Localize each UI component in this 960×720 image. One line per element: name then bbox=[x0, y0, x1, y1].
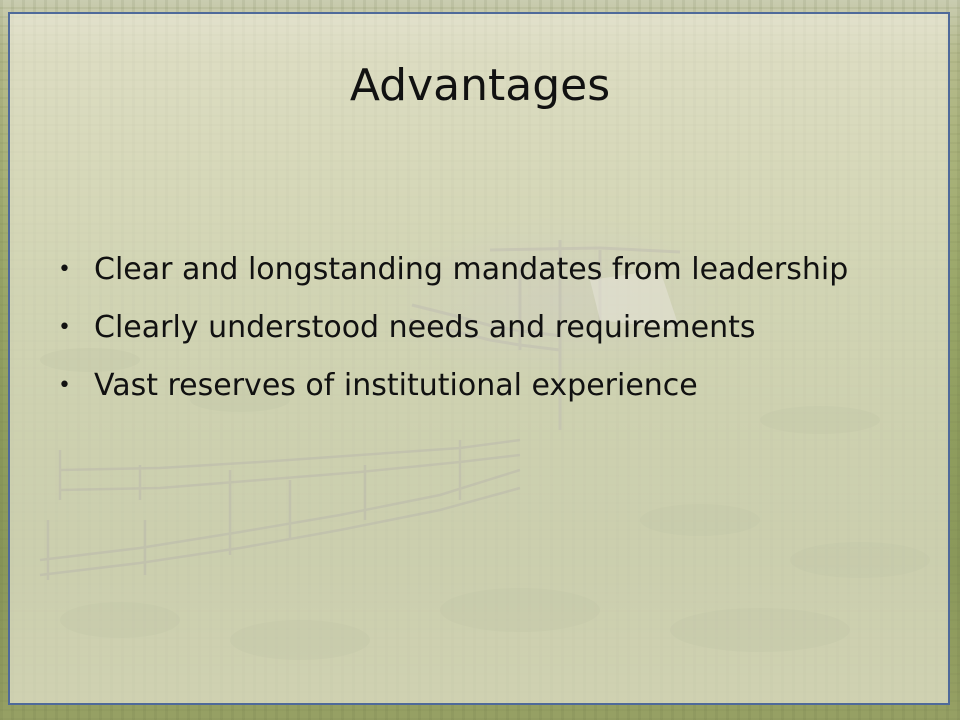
bullet-item: • Clearly understood needs and requireme… bbox=[56, 308, 896, 348]
bullet-text: Clearly understood needs and requirement… bbox=[94, 310, 756, 345]
bullet-marker: • bbox=[58, 315, 71, 340]
bullet-marker: • bbox=[58, 257, 71, 282]
bullet-item: • Clear and longstanding mandates from l… bbox=[56, 250, 896, 290]
slide-title: Advantages bbox=[349, 60, 611, 111]
bullet-marker: • bbox=[58, 373, 71, 398]
slide-frame bbox=[8, 12, 950, 705]
bullet-text: Clear and longstanding mandates from lea… bbox=[94, 252, 849, 287]
bullet-text: Vast reserves of institutional experienc… bbox=[94, 368, 698, 403]
bullet-list: • Clear and longstanding mandates from l… bbox=[56, 250, 896, 424]
bullet-item: • Vast reserves of institutional experie… bbox=[56, 366, 896, 406]
